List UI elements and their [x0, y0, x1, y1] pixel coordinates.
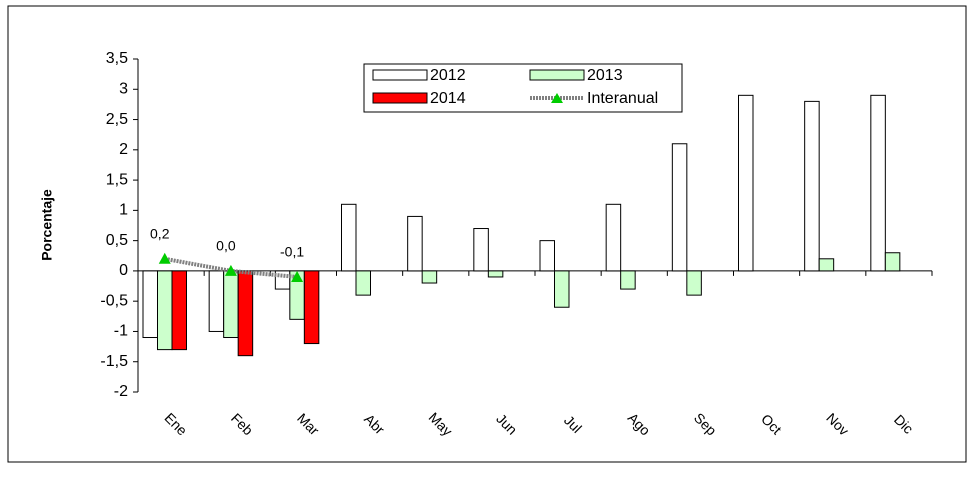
bar [671, 143, 688, 272]
bar [738, 94, 754, 272]
line-marker [224, 264, 237, 276]
legend-label: Interanual [587, 90, 658, 107]
bar [686, 270, 702, 296]
bar [884, 252, 901, 272]
bar [407, 215, 423, 272]
y-tick-label: 1,5 [106, 171, 128, 188]
bar [473, 228, 489, 272]
y-tick-label: 2,5 [106, 111, 128, 128]
bar [142, 270, 158, 339]
y-tick-label: -2 [114, 383, 128, 400]
legend-swatch [551, 93, 563, 103]
bar [208, 270, 225, 332]
bar [171, 270, 187, 351]
legend-label: 2013 [587, 67, 623, 84]
bar [804, 100, 820, 272]
y-tick-label: 0 [119, 262, 128, 279]
legend-label: 2012 [430, 67, 466, 84]
bar [237, 270, 254, 357]
value-label: 0,2 [150, 226, 170, 242]
y-tick-label: 3 [119, 80, 128, 97]
y-tick-label: 1 [119, 202, 128, 219]
value-label: -0,1 [280, 244, 304, 260]
legend-label: 2014 [430, 90, 466, 107]
bar [341, 203, 357, 272]
bar [539, 240, 555, 272]
y-axis-title: Porcentaje [39, 189, 55, 261]
bar [157, 270, 173, 351]
bar [355, 270, 371, 296]
y-tick-label: -1 [114, 323, 128, 340]
value-label: 0,0 [216, 238, 236, 254]
y-tick-label: 0,5 [106, 232, 128, 249]
line-marker [158, 252, 171, 264]
bar [223, 270, 239, 339]
legend-swatch [372, 92, 428, 104]
bar [605, 203, 622, 272]
bar [620, 270, 636, 290]
legend-swatch [529, 69, 585, 81]
bar [818, 258, 835, 272]
bar [421, 270, 438, 284]
bar [487, 270, 504, 278]
line-marker [291, 270, 304, 282]
bar [554, 270, 570, 308]
legend-swatch [372, 69, 428, 81]
y-tick-label: 2 [119, 141, 128, 158]
bar [870, 94, 886, 272]
y-tick-label: 3,5 [106, 50, 128, 67]
y-tick-label: -1,5 [100, 353, 128, 370]
y-tick-label: -0,5 [100, 292, 128, 309]
bar [303, 270, 320, 345]
